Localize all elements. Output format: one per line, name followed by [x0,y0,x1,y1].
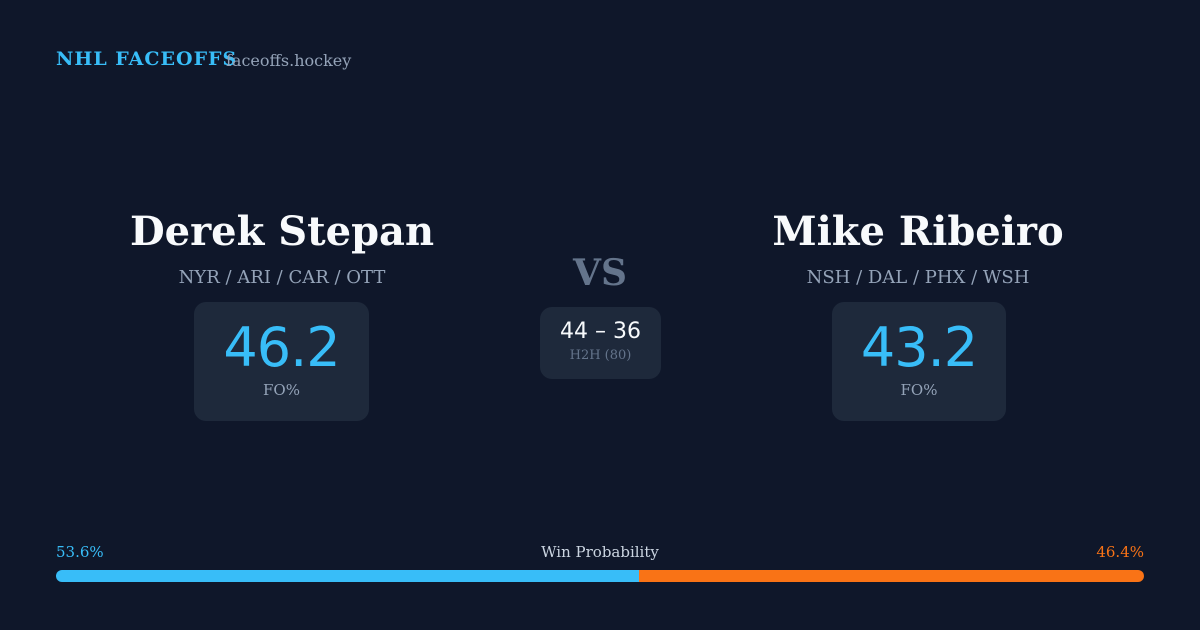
win-prob-bar [56,570,1144,582]
player-name: Mike Ribeiro [772,208,1064,255]
h2h-card: 44 – 36 H2H (80) [540,307,661,379]
player-name: Derek Stepan [129,208,435,255]
player-teams: NSH / DAL / PHX / WSH [806,267,1030,288]
win-prob-segment [56,570,640,582]
win-prob-left: 53.6% [56,543,104,561]
fo-value: 43.2 [860,316,978,379]
player-teams: NYR / ARI / CAR / OTT [178,267,386,288]
site-url[interactable]: faceoffs.hockey [226,51,352,70]
fo-label: FO% [263,381,300,399]
h2h-label: H2H (80) [569,348,632,363]
brand: NHL FACEOFFS [56,48,238,70]
player-left: Derek Stepan NYR / ARI / CAR / OTT [42,208,522,288]
fo-value: 46.2 [223,316,340,379]
fo-label: FO% [900,381,938,399]
player-right: Mike Ribeiro NSH / DAL / PHX / WSH [678,208,1158,288]
vs-label: VS [573,252,627,294]
win-prob-title: Win Probability [541,543,659,561]
fo-card: 43.2 FO% [832,302,1006,421]
win-prob-right: 46.4% [1096,543,1144,561]
h2h-score: 44 – 36 [560,319,641,344]
win-prob-segment [639,570,1144,582]
fo-card: 46.2 FO% [194,302,369,421]
